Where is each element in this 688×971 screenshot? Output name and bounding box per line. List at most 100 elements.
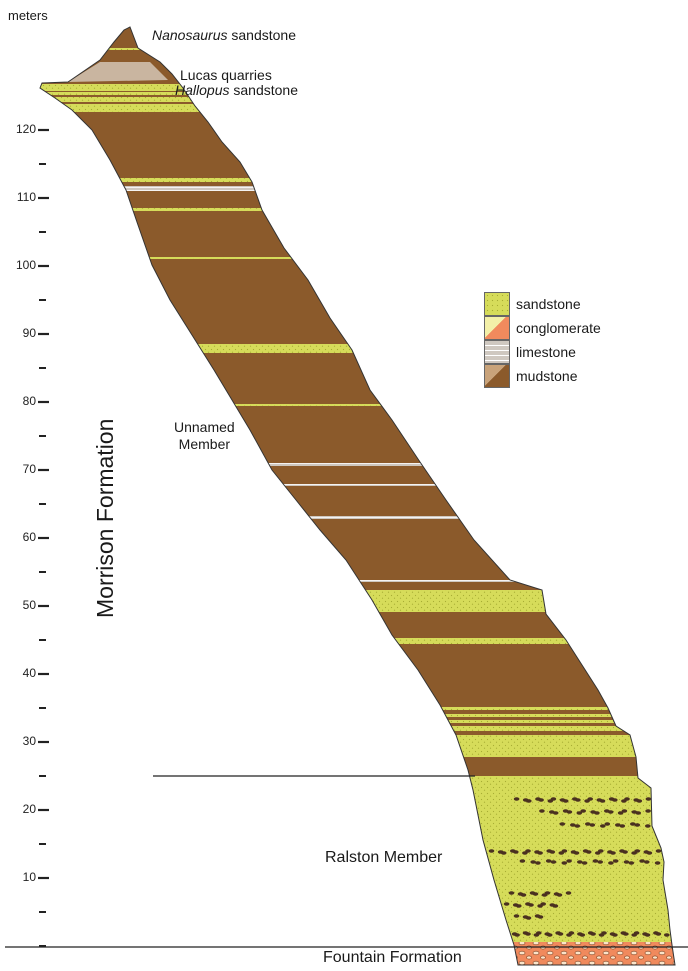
- sandstone-bed: [40, 404, 675, 406]
- conglomerate-pebble: [577, 860, 583, 864]
- sandstone-bed: [40, 707, 675, 710]
- hallopus-sandstone-label: Hallopus sandstone: [175, 82, 298, 98]
- conglomerate-pebble: [622, 850, 628, 854]
- legend-item-limestone: limestone: [484, 340, 576, 364]
- conglomerate-pebble: [617, 811, 624, 815]
- column-outline: [39, 26, 676, 966]
- conglomerate-pebble: [610, 851, 616, 855]
- conglomerate-pebble: [581, 861, 588, 865]
- conglomerate-pebble: [634, 849, 641, 853]
- conglomerate-pebble: [544, 891, 551, 895]
- conglomerate-pebble: [488, 849, 495, 853]
- sandstone-bed: [40, 735, 675, 757]
- conglomerate-pebble: [645, 797, 652, 801]
- axis-tick-label: 90: [22, 326, 36, 340]
- conglomerate-pebble: [549, 850, 556, 854]
- sandstone-bed: [40, 84, 675, 91]
- conglomerate-pebble: [624, 797, 630, 801]
- sandstone-bed: [40, 92, 675, 95]
- axis-tick-label: 30: [22, 734, 36, 748]
- conglomerate-pebble: [561, 849, 568, 853]
- conglomerate-pebble: [519, 859, 526, 863]
- sandstone-bed: [40, 48, 675, 50]
- conglomerate-pebble: [630, 822, 636, 826]
- conglomerate-pebble: [598, 849, 604, 853]
- conglomerate-pebble: [623, 932, 629, 936]
- conglomerate-pebble: [540, 902, 546, 906]
- conglomerate-pebble: [655, 849, 662, 853]
- conglomerate-pebble: [520, 893, 527, 897]
- axis-tick-label: 10: [22, 870, 36, 884]
- conglomerate-pebble: [601, 931, 607, 935]
- conglomerate-pebble: [557, 932, 564, 936]
- limestone-bed: [40, 516, 675, 519]
- unnamed-member-line2: Member: [178, 436, 231, 452]
- conglomerate-pebble: [646, 851, 653, 855]
- conglomerate-pebble: [597, 860, 603, 864]
- conglomerate-pebble: [592, 859, 599, 863]
- conglomerate-pebble: [579, 933, 586, 937]
- conglomerate-pebble: [556, 893, 563, 897]
- conglomerate-pebble: [538, 798, 544, 802]
- conglomerate-pebble: [525, 849, 531, 853]
- axis-tick-label: 20: [22, 802, 36, 816]
- unnamed-member-line1: Unnamed: [174, 419, 235, 435]
- conglomerate-pebble: [654, 861, 661, 865]
- conglomerate-pebble: [508, 891, 515, 895]
- fountain-formation-label: Fountain Formation: [323, 949, 462, 966]
- conglomerate-pebble: [585, 850, 592, 854]
- axis-unit-label: meters: [8, 8, 48, 23]
- hallopus-unit: sandstone: [229, 82, 298, 98]
- sandstone-bed: [40, 720, 675, 723]
- limestone-bed: [40, 484, 675, 486]
- legend-label: limestone: [516, 344, 576, 360]
- conglomerate-pebble: [566, 810, 573, 814]
- conglomerate-pebble: [575, 798, 581, 802]
- conglomerate-pebble: [559, 822, 566, 826]
- conglomerate-pebble: [576, 811, 583, 815]
- conglomerate-pebble: [513, 797, 520, 801]
- conglomerate-pebble: [570, 823, 576, 827]
- sandstone-bed: [40, 208, 675, 211]
- conglomerate-pebble: [645, 809, 651, 813]
- conglomerate-pebble: [573, 851, 580, 855]
- conglomerate-pebble: [561, 861, 568, 865]
- conglomerate-pebble: [633, 931, 640, 935]
- conglomerate-pebble: [639, 859, 645, 863]
- conglomerate-pebble: [574, 824, 581, 828]
- conglomerate-pebble: [565, 891, 572, 895]
- conglomerate-pebble: [664, 933, 670, 937]
- conglomerate-pebble: [513, 914, 520, 918]
- axis-tick-label: 110: [16, 190, 36, 204]
- conglomerate-pebble: [636, 799, 643, 803]
- conglomerate-pebble: [645, 824, 651, 828]
- conglomerate-pebble: [516, 904, 522, 908]
- conglomerate-pebble: [536, 931, 542, 935]
- lucas-quarries-lens: [68, 62, 168, 82]
- sandstone-bed: [40, 178, 675, 182]
- mudstone-swatch: [484, 364, 510, 388]
- nanosaurus-sandstone-label: Nanosaurus sandstone: [152, 27, 296, 43]
- legend: sandstone conglomerate limestone mudstone: [484, 292, 634, 392]
- conglomerate-pebble: [503, 931, 510, 935]
- conglomerate-pebble: [623, 860, 630, 864]
- conglomerate-pebble: [635, 811, 641, 815]
- axis-tick-label: 60: [22, 530, 36, 544]
- axis-tick-label: 40: [22, 666, 36, 680]
- conglomerate-pebble: [535, 861, 541, 865]
- conglomerate-pebble: [607, 810, 614, 814]
- conglomerate-pebble: [590, 932, 596, 936]
- conglomerate-pebble: [568, 931, 575, 935]
- conglomerate-pebble: [644, 860, 650, 864]
- conglomerate-pebble: [589, 823, 596, 827]
- conglomerate-pebble: [525, 916, 532, 920]
- unnamed-member-label: Unnamed Member: [174, 419, 235, 453]
- conglomerate-pebble: [503, 902, 510, 906]
- conglomerate-pebble: [537, 915, 544, 919]
- sandstone-bed: [40, 638, 675, 644]
- conglomerate-pebble: [550, 797, 557, 801]
- limestone-swatch: [484, 340, 510, 364]
- ralston-member-label: Ralston Member: [325, 849, 443, 866]
- conglomerate-pebble: [532, 892, 539, 896]
- lucas-quarries-label: Lucas quarries: [180, 67, 272, 83]
